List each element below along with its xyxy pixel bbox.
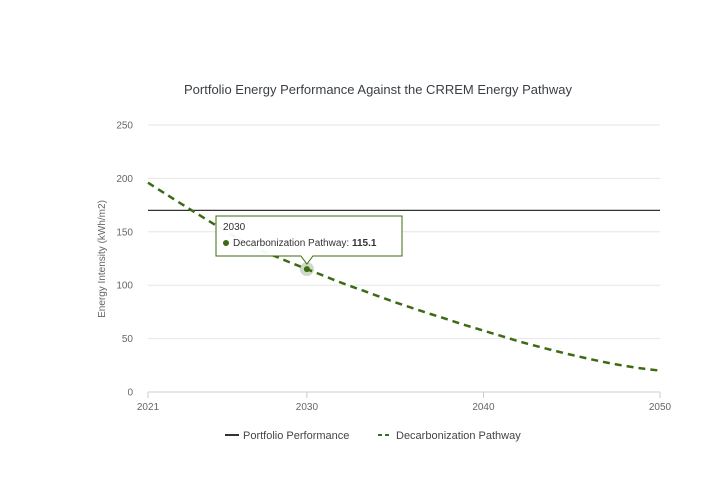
y-tick-label-150: 150 [116, 227, 133, 238]
legend-label-portfolio-performance: Portfolio Performance [243, 430, 349, 442]
series-lines [147, 181, 661, 372]
tooltip-box [215, 215, 403, 265]
tooltip-series-label: Decarbonization Pathway: [233, 238, 352, 249]
grid-lines [148, 124, 660, 393]
x-tick-label-2030: 2030 [296, 402, 319, 413]
y-axis-ticks: 0 50 100 150 200 250 [116, 121, 133, 399]
y-tick-label-100: 100 [116, 281, 133, 292]
tooltip-value: 115.1 [352, 238, 377, 249]
tooltip-series-line: Decarbonization Pathway: 115.1 [233, 238, 377, 249]
tooltip-series-dot [223, 240, 229, 246]
tooltip: 2030 Decarbonization Pathway: 115.1 [215, 215, 403, 277]
x-tick-label-2021: 2021 [137, 402, 160, 413]
y-tick-label-0: 0 [127, 388, 133, 399]
y-tick-label-200: 200 [116, 174, 133, 185]
hover-point[interactable] [303, 266, 310, 273]
legend-item-portfolio-performance[interactable]: Portfolio Performance [225, 430, 349, 442]
legend: Portfolio Performance Decarbonization Pa… [225, 430, 521, 442]
x-tick-label-2040: 2040 [472, 402, 495, 413]
x-tick-label-2050: 2050 [649, 402, 672, 413]
chart-title: Portfolio Energy Performance Against the… [184, 82, 573, 97]
y-axis-title: Energy Intensity (kWh/m2) [97, 200, 108, 318]
y-tick-label-50: 50 [122, 334, 134, 345]
tooltip-header: 2030 [223, 222, 246, 233]
legend-label-decarbonization-pathway: Decarbonization Pathway [396, 430, 521, 442]
y-tick-label-250: 250 [116, 121, 133, 132]
legend-item-decarbonization-pathway[interactable]: Decarbonization Pathway [378, 430, 521, 442]
x-axis-ticks: 2021 2030 2040 2050 [137, 392, 672, 413]
